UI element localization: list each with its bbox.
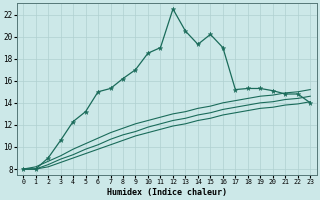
X-axis label: Humidex (Indice chaleur): Humidex (Indice chaleur): [107, 188, 227, 197]
